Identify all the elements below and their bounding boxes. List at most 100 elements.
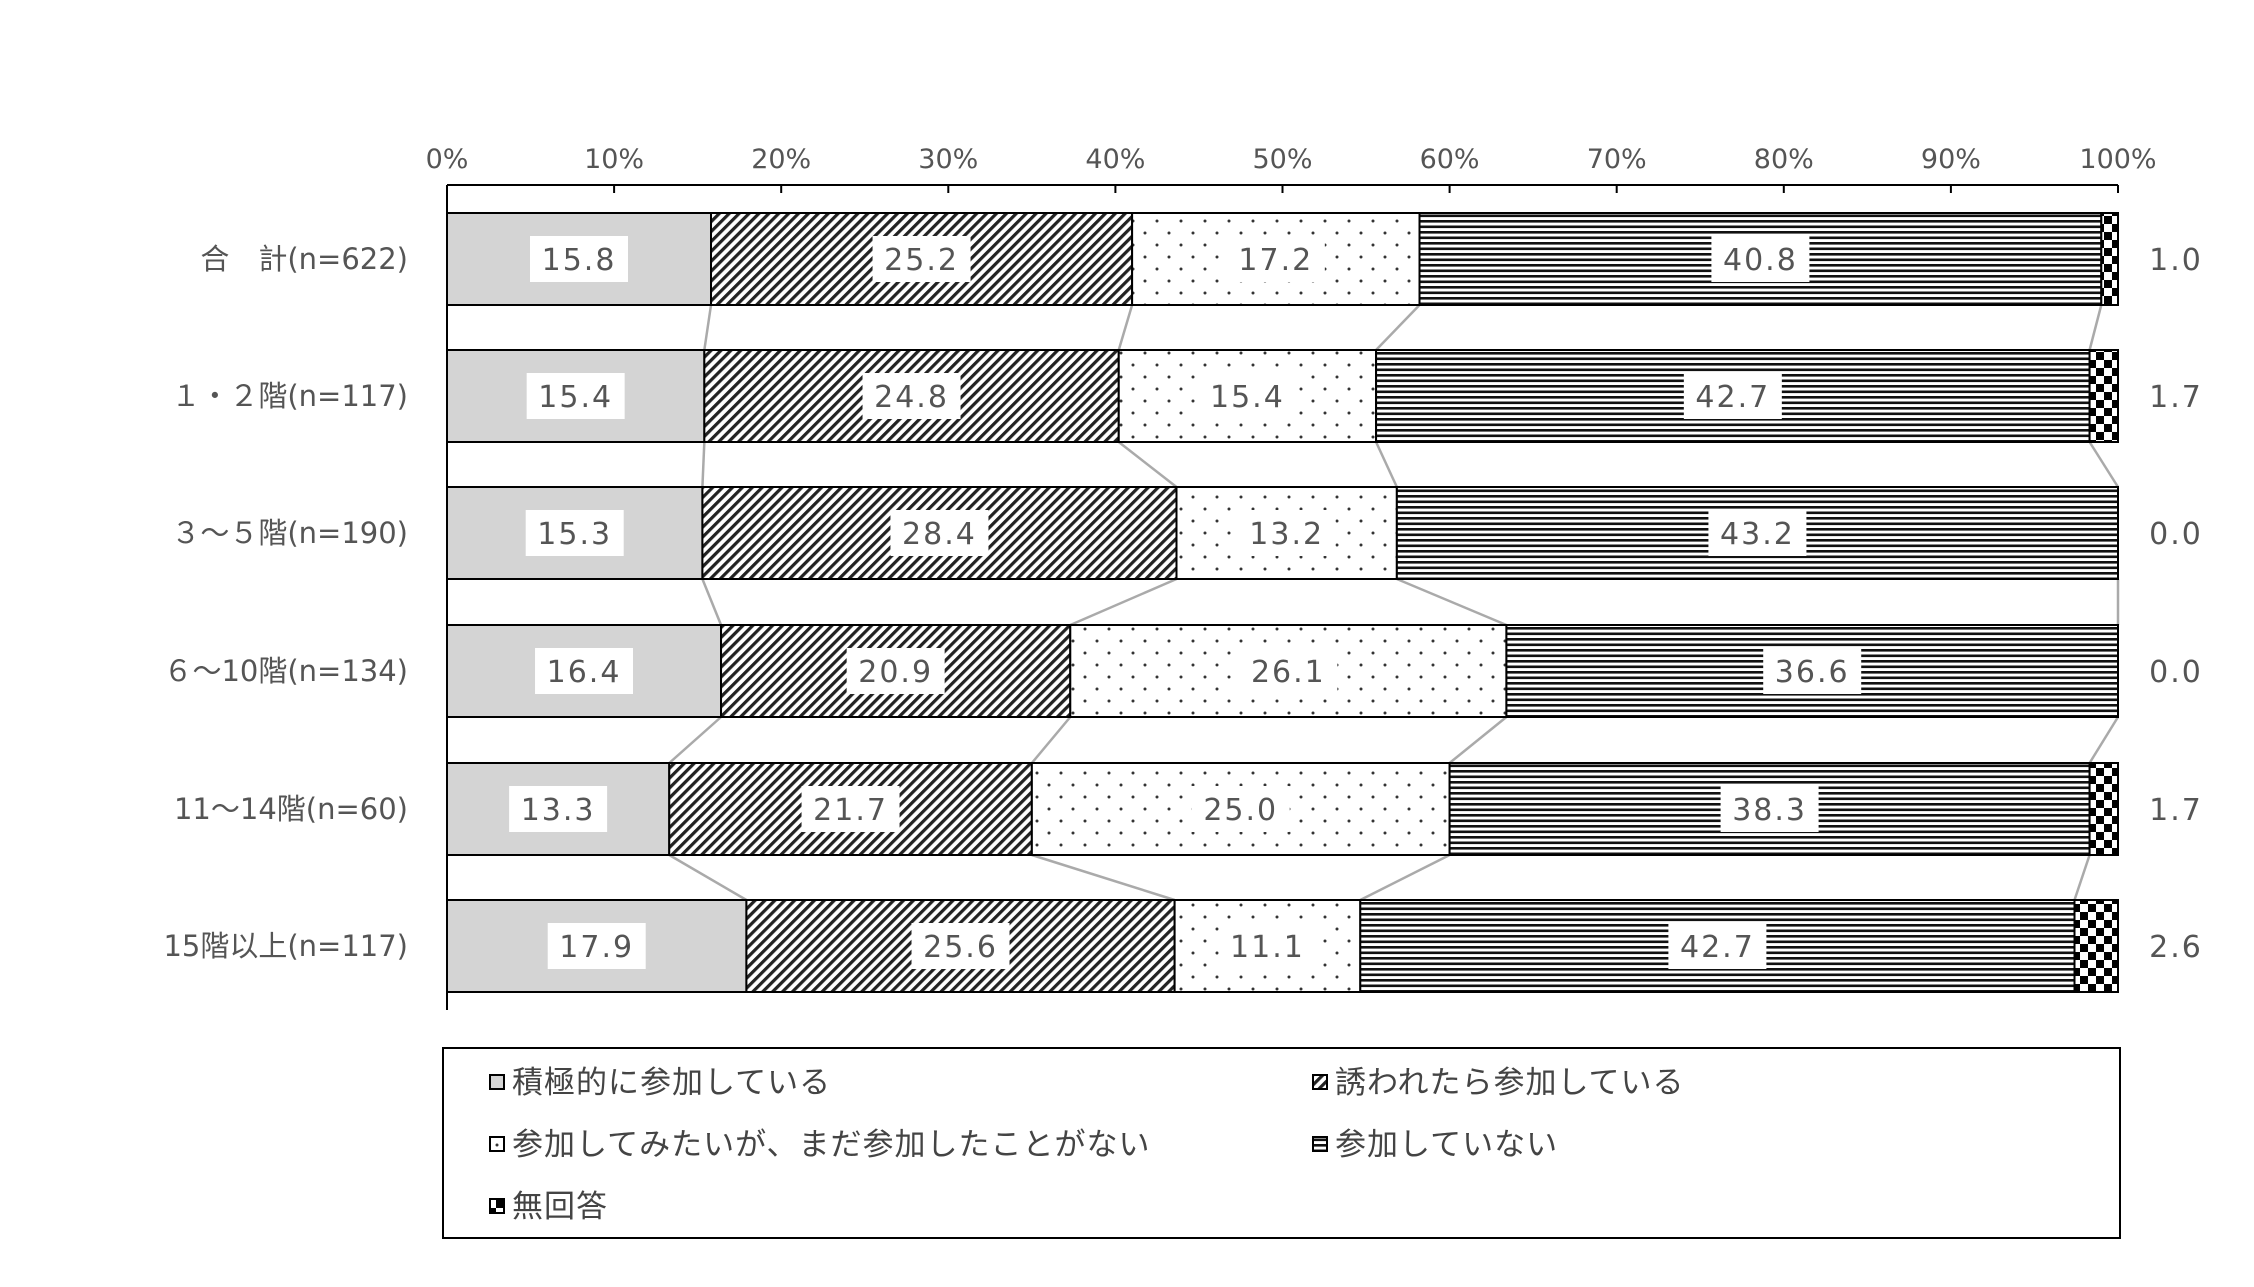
value-label-box xyxy=(890,510,989,556)
bar-segment xyxy=(2100,212,2120,306)
connector-line xyxy=(1374,441,1398,488)
value-label-box xyxy=(911,923,1010,969)
x-tick-label: 60% xyxy=(1420,144,1480,175)
value-label: 20.9 xyxy=(858,655,933,690)
x-axis: 0% 10% 20% 30% 40% 50% 60% 70% 80% 90% 100% xyxy=(426,144,2157,1010)
category-label: 11～14階(n=60) xyxy=(174,792,408,826)
bar-segment xyxy=(2088,349,2120,443)
legend-swatch xyxy=(1312,1136,1328,1152)
legend-label: 参加していない xyxy=(1335,1127,1558,1163)
connector-line xyxy=(1359,853,1451,902)
legend-swatch xyxy=(489,1198,505,1214)
category-label: １・２階(n=117) xyxy=(171,379,408,413)
value-label: 17.9 xyxy=(559,930,634,965)
connector-line xyxy=(1375,304,1421,351)
category-label: ６～10階(n=134) xyxy=(163,654,408,688)
value-label-box xyxy=(1239,648,1338,694)
value-label-no-answer: 0.0 xyxy=(2149,655,2203,690)
value-label-no-answer: 1.7 xyxy=(2149,380,2203,415)
connector-line xyxy=(701,578,723,626)
x-tick-label: 50% xyxy=(1252,144,1312,175)
value-label-no-answer: 2.6 xyxy=(2149,930,2203,965)
connector-line xyxy=(1031,853,1175,902)
value-label: 15.4 xyxy=(538,380,613,415)
bar-segment xyxy=(2088,762,2120,856)
value-label: 38.3 xyxy=(1732,793,1807,828)
value-label: 11.1 xyxy=(1230,930,1305,965)
legend-label: 参加してみたいが、まだ参加したことがない xyxy=(512,1127,1150,1163)
value-label-no-answer: 0.0 xyxy=(2149,517,2203,552)
value-label-box xyxy=(525,510,624,556)
connector-line xyxy=(2088,304,2103,351)
series-connector-lines xyxy=(668,304,2120,902)
category-label: 15階以上(n=117) xyxy=(163,929,408,963)
value-label: 26.1 xyxy=(1251,655,1326,690)
x-tick-label: 70% xyxy=(1587,144,1647,175)
x-tick-label: 0% xyxy=(426,144,469,175)
x-tick-label: 100% xyxy=(2079,144,2156,175)
category-labels: 合 計(n=622) １・２階(n=117) ３～５階(n=190) ６～10階(n=… xyxy=(163,242,408,963)
value-label-box xyxy=(1191,786,1290,832)
connector-line xyxy=(668,716,722,764)
connector-line xyxy=(2088,716,2120,764)
legend: 積極的に参加している 誘われたら参加している参加してみたいが、まだ参加したことがな… xyxy=(442,1047,2121,1239)
value-label-box xyxy=(801,786,900,832)
x-tick-label: 80% xyxy=(1754,144,1814,175)
value-label-no-answer: 1.7 xyxy=(2149,793,2203,828)
value-label: 13.3 xyxy=(521,793,596,828)
connector-line xyxy=(1069,577,1177,627)
connector-line xyxy=(1396,577,1507,627)
value-label: 36.6 xyxy=(1775,655,1850,690)
category-label: ３～５階(n=190) xyxy=(171,516,408,550)
value-label-box xyxy=(1708,510,1807,556)
value-label-box xyxy=(1683,373,1782,419)
x-tick-label: 20% xyxy=(751,144,811,175)
value-label-box xyxy=(846,648,945,694)
legend-swatch xyxy=(489,1074,505,1090)
value-label-box xyxy=(1720,786,1819,832)
value-label: 25.2 xyxy=(884,243,959,278)
bar-segment xyxy=(2073,899,2119,993)
legend-box xyxy=(442,1047,2121,1239)
value-label-box xyxy=(1198,373,1297,419)
legend-swatch xyxy=(1312,1074,1328,1090)
value-label: 42.7 xyxy=(1680,930,1755,965)
value-label: 13.2 xyxy=(1249,517,1324,552)
value-label-box xyxy=(509,786,608,832)
legend-label: 無回答 xyxy=(512,1189,608,1225)
value-label-box xyxy=(530,236,629,282)
x-tick-label: 40% xyxy=(1085,144,1145,175)
value-label-no-answer: 1.0 xyxy=(2149,243,2203,278)
value-label: 25.6 xyxy=(923,930,998,965)
value-label-box xyxy=(526,373,625,419)
value-label: 21.7 xyxy=(813,793,888,828)
connector-line xyxy=(1117,441,1178,488)
x-tick-label: 10% xyxy=(584,144,644,175)
value-label: 15.4 xyxy=(1210,380,1285,415)
value-label-box xyxy=(547,923,646,969)
value-label: 28.4 xyxy=(902,517,977,552)
connector-line xyxy=(2073,854,2091,901)
value-label-box xyxy=(1668,923,1767,969)
value-label: 15.8 xyxy=(542,243,617,278)
value-label-box xyxy=(535,648,634,694)
value-label-box xyxy=(1226,236,1325,282)
legend-label: 誘われたら参加している xyxy=(1335,1065,1685,1101)
value-labels: 15.8 25.2 17.2 40.8 1.0 15.4 24.8 15.4 42.7 1.7 15… xyxy=(509,236,2203,969)
value-label-box xyxy=(1218,923,1317,969)
value-label: 24.8 xyxy=(874,380,949,415)
value-label: 25.0 xyxy=(1203,793,1278,828)
connector-line xyxy=(1448,716,1508,764)
value-label: 42.7 xyxy=(1695,380,1770,415)
x-tick-label: 90% xyxy=(1921,144,1981,175)
connector-line xyxy=(701,441,706,488)
value-label-box xyxy=(1763,648,1862,694)
connector-line xyxy=(2088,441,2120,488)
legend-label: 積極的に参加している xyxy=(512,1065,831,1101)
value-label-box xyxy=(1711,236,1810,282)
value-label: 15.3 xyxy=(537,517,612,552)
legend-swatch xyxy=(489,1136,505,1152)
bar-groups xyxy=(446,212,2120,993)
x-tick-label: 30% xyxy=(918,144,978,175)
